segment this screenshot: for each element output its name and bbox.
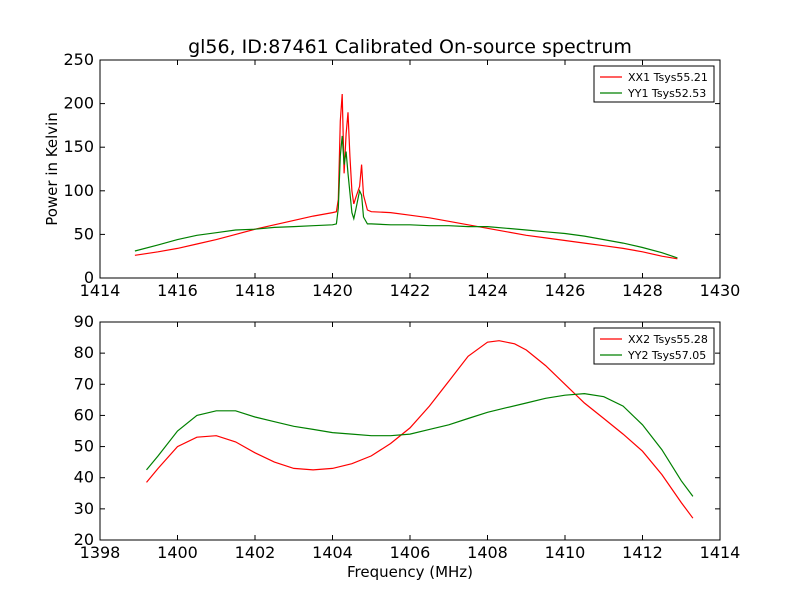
x-tick-label: 1416 [157, 281, 198, 300]
series-line-2 [146, 392, 694, 497]
x-tick-label: 1406 [390, 543, 431, 562]
bottom-xlabel: Frequency (MHz) [347, 563, 473, 581]
y-tick-label: 60 [74, 405, 94, 424]
series-line-1 [134, 93, 678, 260]
chart-title: gl56, ID:87461 Calibrated On-source spec… [188, 36, 632, 58]
x-tick-label: 1408 [467, 543, 508, 562]
x-tick-label: 1424 [467, 281, 508, 300]
y-tick-label: 50 [74, 224, 94, 243]
y-tick-label: 80 [74, 343, 94, 362]
x-tick-label: 1400 [157, 543, 198, 562]
legend: XX1 Tsys55.21 YY1 Tsys52.53 [593, 65, 715, 103]
y-tick-label: 0 [84, 268, 94, 287]
x-tick-label: 1428 [622, 281, 663, 300]
y-tick-label: 90 [74, 312, 94, 331]
legend-label: XX2 Tsys55.28 [628, 333, 708, 346]
series-line-2 [134, 135, 678, 259]
y-tick-label: 30 [74, 499, 94, 518]
y-tick-label: 50 [74, 437, 94, 456]
series-line-1 [146, 340, 694, 519]
x-tick-label: 1398 [80, 543, 121, 562]
x-tick-label: 1430 [700, 281, 741, 300]
top-plot: 1414 1416 1418 1420 1422 1424 1426 1428 1430 0 50 1… [63, 50, 740, 300]
top-ylabel: Power in Kelvin [43, 112, 61, 226]
y-tick-label: 200 [63, 94, 94, 113]
x-tick-label: 1420 [312, 281, 353, 300]
legend-box [593, 65, 715, 103]
x-tick-label: 1418 [235, 281, 276, 300]
legend-label: YY2 Tsys57.05 [627, 349, 706, 362]
legend-label: YY1 Tsys52.53 [627, 87, 706, 100]
x-tick-label: 1414 [80, 281, 121, 300]
y-tick-label: 70 [74, 374, 94, 393]
x-tick-label: 1410 [545, 543, 586, 562]
legend-box [593, 327, 715, 365]
legend: XX2 Tsys55.28 YY2 Tsys57.05 [593, 327, 715, 365]
legend-label: XX1 Tsys55.21 [628, 71, 708, 84]
x-tick-label: 1426 [545, 281, 586, 300]
y-tick-label: 20 [74, 530, 94, 549]
x-tick-label: 1402 [235, 543, 276, 562]
y-tick-label: 250 [63, 50, 94, 69]
y-tick-label: 150 [63, 137, 94, 156]
bottom-plot: 1398 1400 1402 1404 1406 1408 1410 1412 1414 20 30… [74, 312, 741, 562]
x-tick-label: 1422 [390, 281, 431, 300]
y-tick-label: 100 [63, 181, 94, 200]
x-tick-label: 1414 [700, 543, 741, 562]
x-tick-label: 1404 [312, 543, 353, 562]
x-tick-label: 1412 [622, 543, 663, 562]
y-tick-label: 40 [74, 468, 94, 487]
